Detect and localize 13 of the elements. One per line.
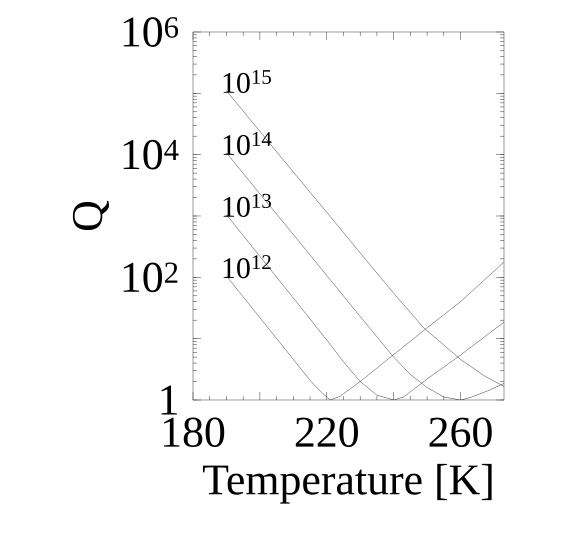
legend-label: 10$^{13}$ [224, 194, 271, 217]
x-tick-label: 220 [296, 417, 358, 448]
y-tick-label: 1 [161, 386, 177, 414]
legend-label: 10$^{15}$ [224, 70, 271, 94]
x-axis-title: Temperature [K] [202, 464, 492, 504]
y-tick-label: 10$^{2}$ [124, 262, 178, 292]
y-axis-title: Q [72, 200, 110, 230]
y-tick-label: 10$^{6}$ [124, 17, 178, 47]
x-tick-label: 180 [164, 417, 224, 448]
legend-label: 10$^{12}$ [224, 255, 271, 278]
legend-label: 10$^{14}$ [224, 132, 272, 156]
y-tick-label: 10$^{4}$ [124, 140, 179, 170]
x-tick-label: 260 [430, 417, 492, 448]
